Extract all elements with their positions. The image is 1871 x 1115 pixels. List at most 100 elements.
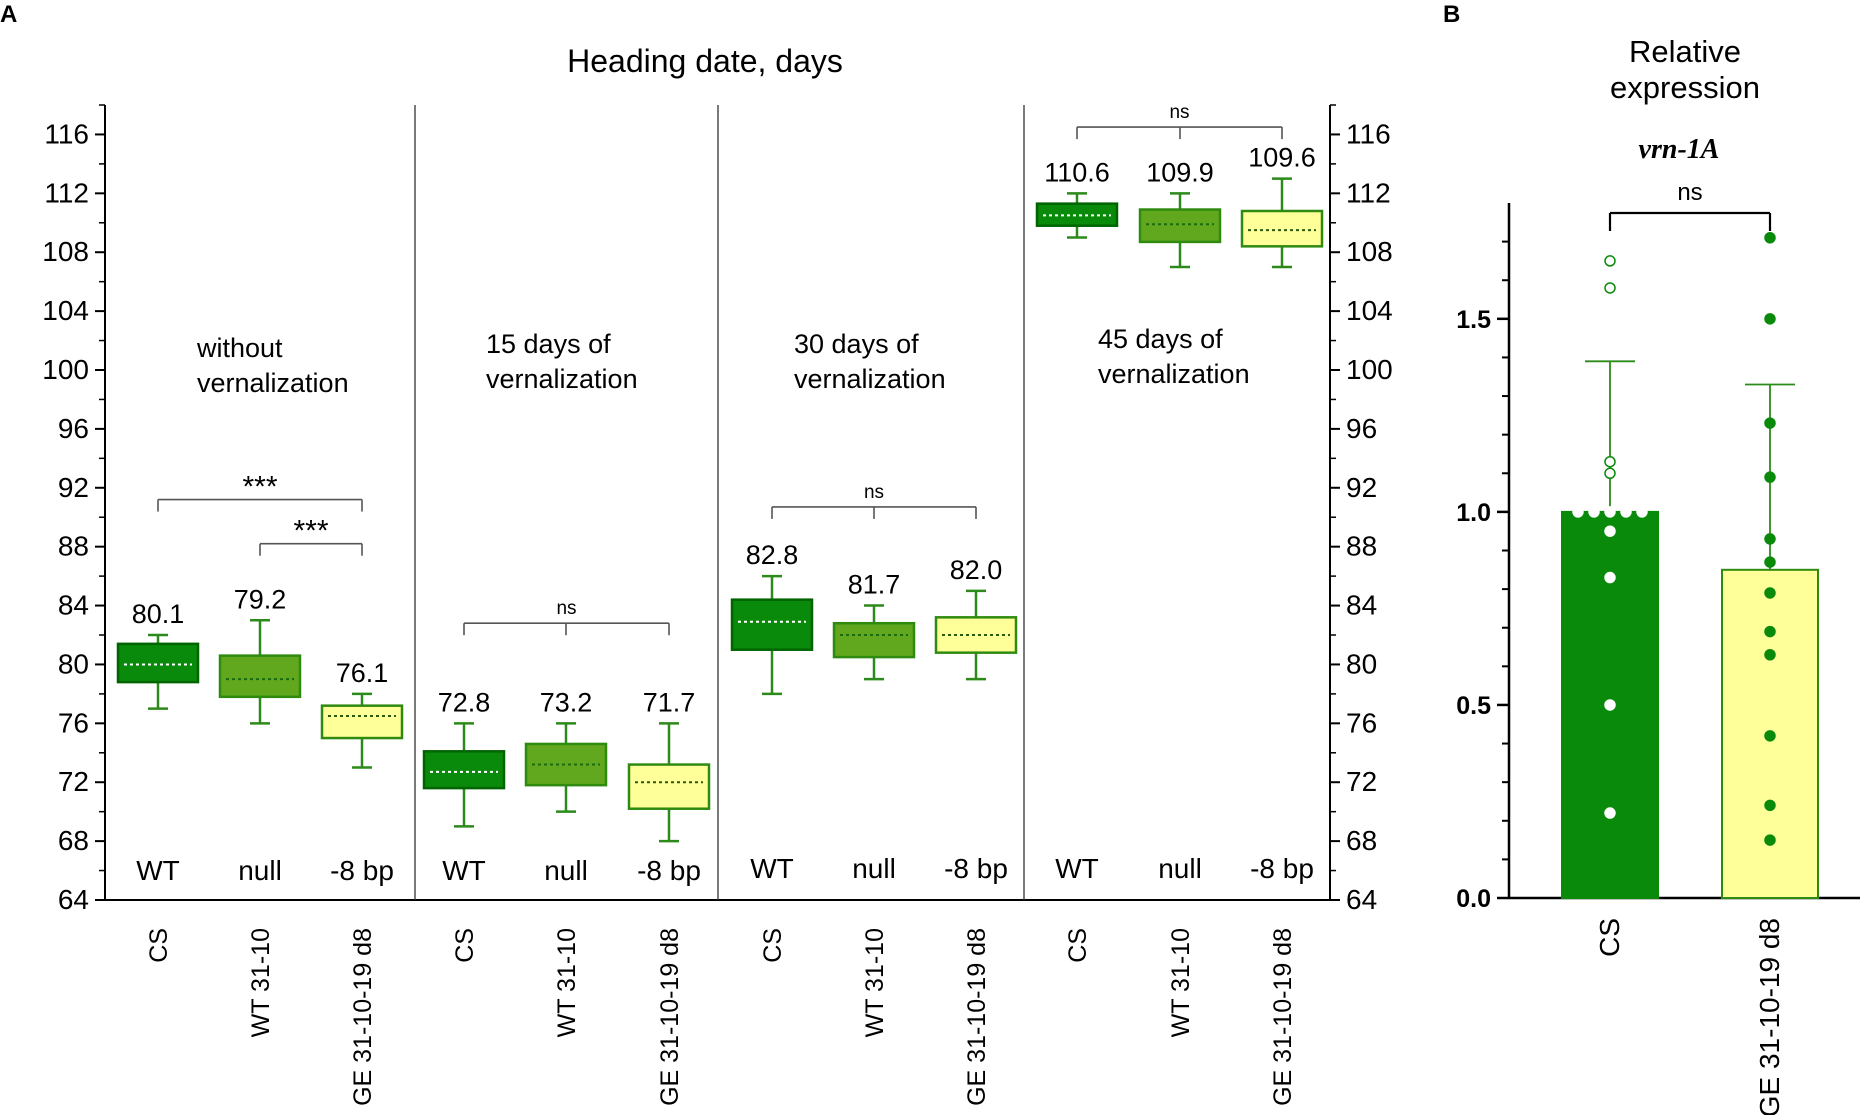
- condition-label-line1: 15 days of: [486, 329, 611, 359]
- data-point: [1620, 506, 1632, 518]
- y-tick-label-left: 116: [44, 118, 89, 149]
- condition-label-line2: vernalization: [486, 364, 638, 394]
- box: [832, 621, 916, 659]
- condition-label-line1: 30 days of: [794, 329, 919, 359]
- y-tick-label-left: 100: [42, 354, 89, 385]
- significance-label: ns: [556, 598, 576, 619]
- y-tick-label-right: 96: [1346, 413, 1377, 444]
- panel-b-title-line2: expression: [1610, 70, 1760, 105]
- condition-label-line2: vernalization: [197, 368, 349, 398]
- box: [627, 763, 711, 810]
- data-point: [1636, 506, 1648, 518]
- significance-bracket: ns: [463, 598, 670, 636]
- category-label: WT 31-10: [247, 928, 275, 1037]
- y-tick-label-left: 68: [58, 825, 89, 856]
- genotype-label: null: [1158, 853, 1202, 884]
- data-point: [1604, 467, 1616, 480]
- genotype-label: WT: [136, 855, 180, 886]
- data-point: [1604, 571, 1616, 584]
- category-label: WT 31-10: [553, 928, 581, 1037]
- significance-label: ***: [242, 471, 277, 504]
- data-point: [1764, 471, 1776, 483]
- data-point: [1764, 799, 1776, 812]
- bar-group: GE 31-10-19 d8: [1721, 232, 1819, 1115]
- mean-value-label: 110.6: [1044, 157, 1110, 187]
- data-point: [1764, 417, 1776, 429]
- category-label: GE 31-10-19 d8: [656, 928, 684, 1106]
- box-group: 82.0 -8 bp GE 31-10-19 d8: [934, 555, 1018, 1106]
- box-plot-area: 64 64 68 68 72 72 76 76 80 80 84 84 88 88 92 92 96 96 100 1…: [42, 102, 1392, 1106]
- y-tick-label: 0.5: [1456, 692, 1491, 720]
- data-point: [1604, 455, 1616, 468]
- y-tick-label-left: 88: [58, 531, 89, 562]
- y-tick-label-right: 108: [1346, 236, 1393, 267]
- significance-bracket: ns: [1608, 179, 1772, 231]
- data-point: [1604, 255, 1616, 267]
- y-tick-label-right: 72: [1346, 766, 1377, 797]
- y-tick-label-right: 104: [1346, 295, 1393, 326]
- mean-value-label: 82.0: [950, 555, 1003, 585]
- significance-label: ns: [1677, 179, 1702, 206]
- category-label: GE 31-10-19 d8: [963, 928, 991, 1106]
- y-tick-label-left: 96: [58, 413, 89, 444]
- condition-label-line2: vernalization: [794, 364, 946, 394]
- genotype-label: null: [852, 853, 896, 884]
- significance-label: ns: [1169, 102, 1189, 123]
- data-point: [1764, 556, 1776, 568]
- y-tick-label-left: 64: [58, 884, 89, 915]
- bar-group: CS: [1561, 255, 1659, 957]
- y-tick-label: 1.5: [1456, 306, 1491, 334]
- mean-value-label: 76.1: [336, 658, 389, 688]
- gene-label: vrn-1A: [1639, 134, 1720, 165]
- data-point: [1588, 506, 1600, 518]
- y-tick-label: 1.0: [1456, 499, 1491, 527]
- data-point: [1764, 834, 1776, 846]
- genotype-label: -8 bp: [637, 855, 701, 886]
- data-point: [1604, 699, 1616, 711]
- data-point: [1764, 232, 1776, 244]
- box-group: 79.2 null WT 31-10: [218, 584, 302, 1037]
- y-tick-label-left: 72: [58, 766, 89, 797]
- box: [320, 704, 404, 740]
- data-point: [1604, 506, 1616, 518]
- y-tick-label-left: 108: [42, 236, 89, 267]
- data-point: [1764, 533, 1776, 545]
- data-point: [1764, 313, 1776, 325]
- box: [116, 642, 200, 684]
- mean-value-label: 71.7: [643, 687, 696, 717]
- genotype-label: WT: [1055, 853, 1099, 884]
- y-tick-label-right: 112: [1346, 177, 1391, 208]
- box: [218, 654, 302, 699]
- genotype-label: WT: [750, 853, 794, 884]
- significance-bracket: ***: [157, 471, 363, 512]
- box-group: 71.7 -8 bp GE 31-10-19 d8: [627, 687, 711, 1106]
- box: [1240, 209, 1324, 248]
- genotype-label: WT: [442, 855, 486, 886]
- category-label: CS: [1064, 928, 1092, 963]
- y-tick-label-left: 104: [42, 295, 89, 326]
- genotype-label: -8 bp: [1250, 853, 1314, 884]
- box: [1035, 202, 1119, 227]
- category-label: WT 31-10: [861, 928, 889, 1037]
- bar-plot-area: 0.0 0.5 1.0 1.5 CS GE 31-10-19 d8 ns: [1456, 179, 1860, 1115]
- genotype-label: -8 bp: [944, 853, 1008, 884]
- y-tick-label-right: 88: [1346, 531, 1377, 562]
- data-point: [1764, 649, 1776, 661]
- category-label: CS: [1594, 918, 1625, 957]
- category-label: CS: [145, 928, 173, 963]
- box-group: 109.9 null WT 31-10: [1138, 157, 1222, 1037]
- y-tick-label-right: 100: [1346, 354, 1393, 385]
- data-point: [1572, 506, 1584, 518]
- y-tick-label-right: 80: [1346, 648, 1377, 679]
- y-tick-label-left: 76: [58, 707, 89, 738]
- data-point: [1764, 587, 1776, 599]
- significance-bracket: ns: [771, 482, 977, 519]
- data-point: [1604, 807, 1616, 819]
- y-tick-label-left: 92: [58, 472, 89, 503]
- significance-label: ns: [864, 482, 884, 503]
- y-tick-label-right: 116: [1346, 118, 1391, 149]
- category-label: GE 31-10-19 d8: [1269, 928, 1297, 1106]
- y-tick-label-left: 112: [44, 177, 89, 208]
- panel-b-title-line1: Relative: [1629, 34, 1741, 69]
